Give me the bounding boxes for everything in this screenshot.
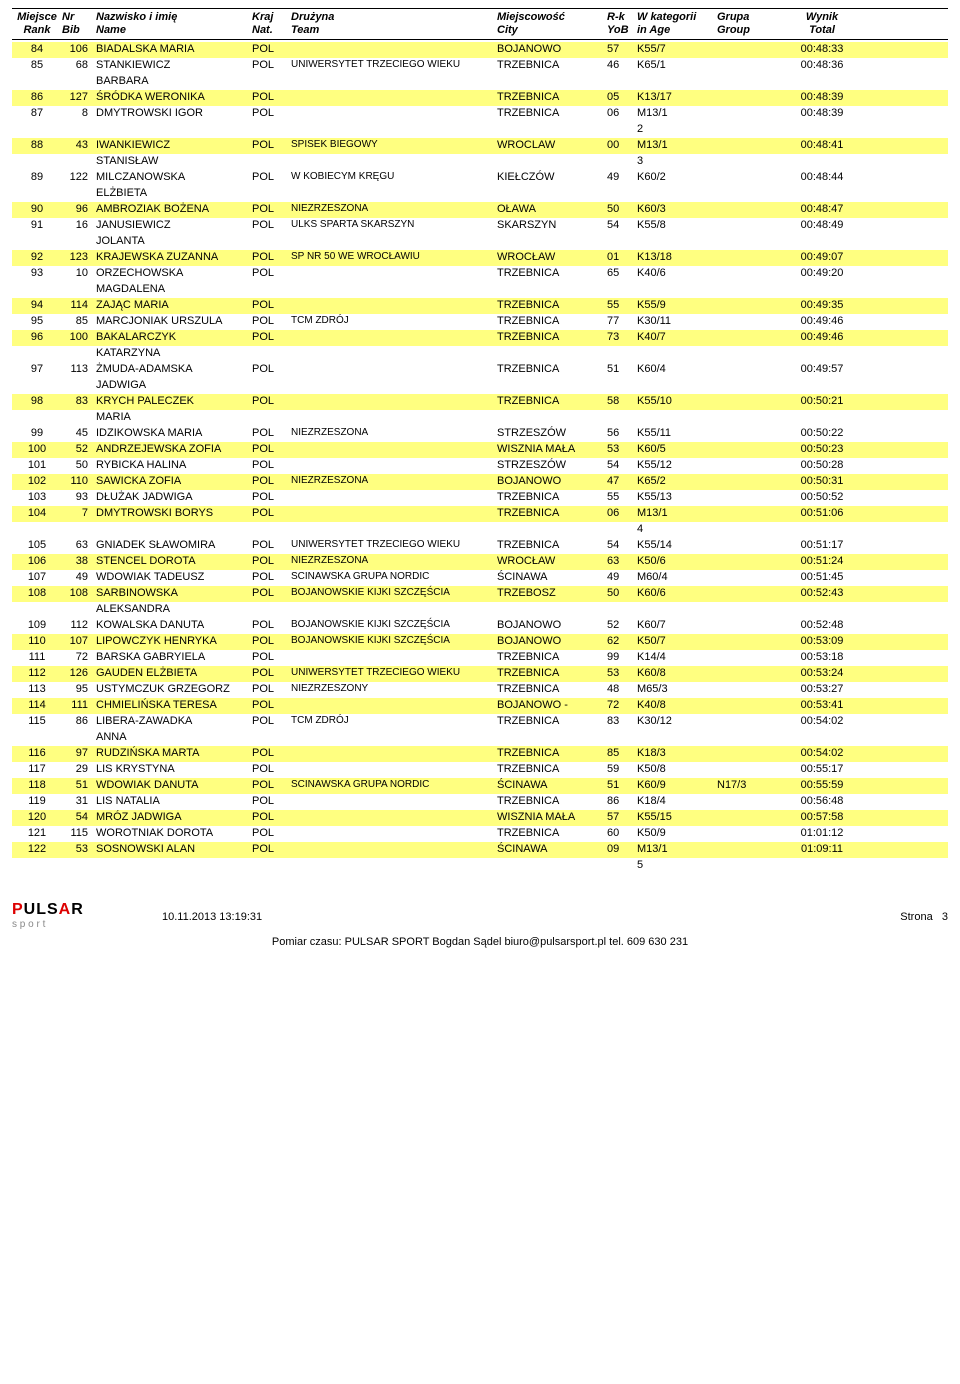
table-row: 96100BAKALARCZYKPOLTRZEBNICA73K40/700:49… <box>12 330 948 346</box>
table-row-cont: 5 <box>12 858 948 874</box>
table-row: 878DMYTROWSKI IGORPOLTRZEBNICA06M13/100:… <box>12 106 948 122</box>
table-row: 9116JANUSIEWICZPOLULKS SPARTA SKARSZYNSK… <box>12 218 948 234</box>
table-row-cont: STANISŁAW3 <box>12 154 948 170</box>
footer: PULSAR s p o r t 10.11.2013 13:19:31 Str… <box>0 902 960 932</box>
table-row: 11395USTYMCZUK GRZEGORZPOLNIEZRZESZONYTR… <box>12 682 948 698</box>
table-row: 11172BARSKA GABRYIELAPOLTRZEBNICA99K14/4… <box>12 650 948 666</box>
table-row: 109112KOWALSKA DANUTAPOLBOJANOWSKIE KIJK… <box>12 618 948 634</box>
table-row-cont: JADWIGA <box>12 378 948 394</box>
table-row: 94114ZAJĄC MARIAPOLTRZEBNICA55K55/900:49… <box>12 298 948 314</box>
table-row-cont: MAGDALENA <box>12 282 948 298</box>
table-row: 10150RYBICKA HALINAPOLSTRZESZÓW54K55/120… <box>12 458 948 474</box>
table-row: 114111CHMIELIŃSKA TERESAPOLBOJANOWO -72K… <box>12 698 948 714</box>
table-row: 89122MILCZANOWSKAPOLW KOBIECYM KRĘGUKIEŁ… <box>12 170 948 186</box>
table-row: 9945IDZIKOWSKA MARIAPOLNIEZRZESZONASTRZE… <box>12 426 948 442</box>
table-row-cont: JOLANTA <box>12 234 948 250</box>
table-row: 108108SARBINOWSKAPOLBOJANOWSKIE KIJKI SZ… <box>12 586 948 602</box>
table-row-cont: MARIA <box>12 410 948 426</box>
table-row: 11931LIS NATALIAPOLTRZEBNICA86K18/400:56… <box>12 794 948 810</box>
table-row: 112126GAUDEN ELŻBIETAPOLUNIWERSYTET TRZE… <box>12 666 948 682</box>
table-row: 8843IWANKIEWICZPOLSPISEK BIEGOWYWROCLAW0… <box>12 138 948 154</box>
table-row-cont: BARBARA <box>12 74 948 90</box>
table-row: 84106BIADALSKA MARIAPOLBOJANOWO57K55/700… <box>12 42 948 58</box>
table-row-cont: ELŻBIETA <box>12 186 948 202</box>
table-row: 110107LIPOWCZYK HENRYKAPOLBOJANOWSKIE KI… <box>12 634 948 650</box>
table-row-cont: 4 <box>12 522 948 538</box>
table-row: 10052ANDRZEJEWSKA ZOFIAPOLWISZNIA MAŁA53… <box>12 442 948 458</box>
logo: PULSAR s p o r t <box>12 902 102 932</box>
table-row: 11697RUDZIŃSKA MARTAPOLTRZEBNICA85K18/30… <box>12 746 948 762</box>
table-row: 86127ŚRÓDKA WERONIKAPOLTRZEBNICA05K13/17… <box>12 90 948 106</box>
table-row: 121115WOROTNIAK DOROTAPOLTRZEBNICA60K50/… <box>12 826 948 842</box>
table-row-cont: ALEKSANDRA <box>12 602 948 618</box>
table-row-cont: 2 <box>12 122 948 138</box>
footer-credit: Pomiar czasu: PULSAR SPORT Bogdan Sądel … <box>0 936 960 948</box>
table-row: 1047DMYTROWSKI BORYSPOLTRZEBNICA06M13/10… <box>12 506 948 522</box>
table-header: MiejsceRank NrBib Nazwisko i imięName Kr… <box>12 8 948 40</box>
table-row: 10749WDOWIAK TADEUSZPOLSCINAWSKA GRUPA N… <box>12 570 948 586</box>
table-row: 9883KRYCH PALECZEKPOLTRZEBNICA58K55/1000… <box>12 394 948 410</box>
table-body: 84106BIADALSKA MARIAPOLBOJANOWO57K55/700… <box>12 42 948 874</box>
table-row: 11729LIS KRYSTYNAPOLTRZEBNICA59K50/800:5… <box>12 762 948 778</box>
table-row: 92123KRAJEWSKA ZUZANNAPOLSP NR 50 WE WRO… <box>12 250 948 266</box>
table-row: 9585MARCJONIAK URSZULAPOLTCM ZDRÓJTRZEBN… <box>12 314 948 330</box>
table-row: 11586LIBERA-ZAWADKAPOLTCM ZDRÓJTRZEBNICA… <box>12 714 948 730</box>
table-row: 10393DŁUŻAK JADWIGAPOLTRZEBNICA55K55/130… <box>12 490 948 506</box>
table-row: 9310ORZECHOWSKAPOLTRZEBNICA65K40/600:49:… <box>12 266 948 282</box>
table-row-cont: KATARZYNA <box>12 346 948 362</box>
table-row: 8568STANKIEWICZPOLUNIWERSYTET TRZECIEGO … <box>12 58 948 74</box>
table-row: 102110SAWICKA ZOFIAPOLNIEZRZESZONABOJANO… <box>12 474 948 490</box>
table-row: 10638STENCEL DOROTAPOLNIEZRZESZONAWROCŁA… <box>12 554 948 570</box>
footer-page: Strona 3 <box>900 911 948 923</box>
table-row: 12054MRÓZ JADWIGAPOLWISZNIA MAŁA57K55/15… <box>12 810 948 826</box>
table-row: 11851WDOWIAK DANUTAPOLSCINAWSKA GRUPA NO… <box>12 778 948 794</box>
table-row: 10563GNIADEK SŁAWOMIRAPOLUNIWERSYTET TRZ… <box>12 538 948 554</box>
table-row-cont: ANNA <box>12 730 948 746</box>
table-row: 12253SOSNOWSKI ALANPOLŚCINAWA09M13/101:0… <box>12 842 948 858</box>
table-row: 9096AMBROZIAK BOŻENAPOLNIEZRZESZONAOŁAWA… <box>12 202 948 218</box>
footer-timestamp: 10.11.2013 13:19:31 <box>102 911 900 923</box>
table-row: 97113ŻMUDA-ADAMSKAPOLTRZEBNICA51K60/400:… <box>12 362 948 378</box>
